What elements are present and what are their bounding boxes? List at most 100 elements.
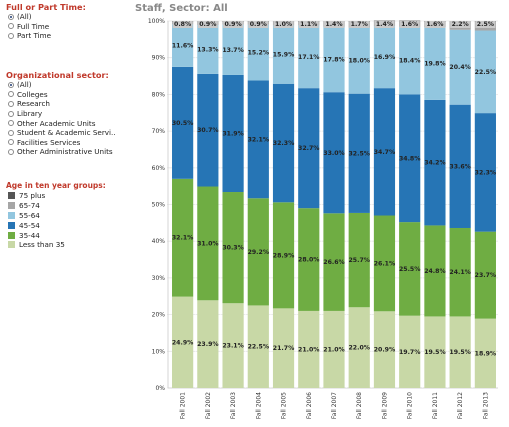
radio-sector-research[interactable]: Research bbox=[8, 99, 116, 109]
bar-segment[interactable] bbox=[449, 104, 471, 228]
radio-label: Part Time bbox=[17, 31, 52, 41]
legend-swatch bbox=[8, 192, 15, 200]
radio-label: (All) bbox=[17, 80, 32, 90]
data-label: 2.2% bbox=[452, 21, 469, 28]
bar-segment[interactable] bbox=[474, 113, 496, 232]
radio-sector-all[interactable]: (All) bbox=[8, 80, 116, 90]
radio-time-part-time[interactable]: Part Time bbox=[8, 31, 51, 41]
bar-segment[interactable] bbox=[298, 208, 320, 311]
radio-sector-colleges[interactable]: Colleges bbox=[8, 90, 116, 100]
bar-segment[interactable] bbox=[449, 227, 471, 317]
data-label: 30.7% bbox=[197, 127, 218, 134]
bar-segment[interactable] bbox=[272, 83, 295, 203]
bar-segment[interactable] bbox=[172, 24, 194, 67]
bar-segment[interactable] bbox=[222, 192, 244, 304]
data-label: 21.7% bbox=[273, 345, 294, 352]
bar-segment[interactable] bbox=[323, 92, 345, 214]
radio-icon bbox=[8, 148, 14, 155]
bar-segment[interactable] bbox=[247, 198, 269, 306]
legend-item-less-than-35[interactable]: Less than 35 bbox=[8, 240, 65, 250]
time-filter-options: (All) Full Time Part Time bbox=[8, 12, 51, 41]
legend-item-45-54[interactable]: 45-54 bbox=[8, 220, 65, 230]
x-tick-label: Fall 2007 bbox=[331, 392, 338, 419]
bar-segment[interactable] bbox=[373, 26, 396, 89]
radio-label: Other Administrative Units bbox=[17, 147, 113, 157]
data-label: 26.1% bbox=[374, 260, 395, 267]
bar-segment[interactable] bbox=[272, 202, 295, 309]
legend-label: 55-64 bbox=[19, 210, 40, 220]
legend-swatch bbox=[8, 211, 15, 219]
bar-segment[interactable] bbox=[424, 99, 446, 226]
bar-segment[interactable] bbox=[298, 88, 320, 209]
bar-segment[interactable] bbox=[323, 310, 345, 388]
bar-segment[interactable] bbox=[424, 316, 446, 388]
radio-icon bbox=[8, 110, 14, 117]
bar-segment[interactable] bbox=[474, 231, 496, 319]
data-label: 0.9% bbox=[224, 21, 241, 28]
bar-segment[interactable] bbox=[323, 213, 345, 311]
bar-segment[interactable] bbox=[348, 307, 370, 388]
bar-segment[interactable] bbox=[399, 94, 421, 223]
bar-segment[interactable] bbox=[474, 318, 496, 388]
legend-swatch bbox=[8, 231, 15, 239]
radio-time-all[interactable]: (All) bbox=[8, 12, 51, 22]
bar-segment[interactable] bbox=[197, 300, 219, 388]
radio-label: (All) bbox=[17, 12, 32, 22]
sector-filter-options: (All) Colleges Research Library Other Ac… bbox=[8, 80, 116, 157]
legend-item-65-74[interactable]: 65-74 bbox=[8, 201, 65, 211]
bar-segment[interactable] bbox=[424, 27, 446, 100]
radio-label: Full Time bbox=[17, 21, 50, 31]
data-label-bg bbox=[374, 21, 395, 28]
data-label: 1.6% bbox=[426, 21, 443, 28]
bar-segment[interactable] bbox=[373, 311, 396, 388]
radio-sector-facilities[interactable]: Facilities Services bbox=[8, 138, 116, 148]
bar-segment[interactable] bbox=[399, 315, 421, 388]
bar-segment[interactable] bbox=[449, 29, 471, 105]
data-label: 25.5% bbox=[399, 266, 420, 273]
radio-selected-icon bbox=[8, 13, 14, 20]
bar-segment[interactable] bbox=[474, 30, 496, 114]
bar-segment[interactable] bbox=[197, 25, 219, 74]
bar-segment[interactable] bbox=[272, 25, 295, 84]
bar-segment[interactable] bbox=[449, 316, 471, 388]
x-tick-label: Fall 2009 bbox=[381, 392, 388, 419]
bar-segment[interactable] bbox=[197, 73, 219, 187]
radio-sector-library[interactable]: Library bbox=[8, 109, 116, 119]
bar-segment[interactable] bbox=[172, 178, 194, 297]
bar-segment[interactable] bbox=[399, 222, 421, 316]
bar-segment[interactable] bbox=[348, 93, 370, 213]
y-tick-label: 70% bbox=[152, 128, 166, 135]
bar-segment[interactable] bbox=[272, 308, 295, 388]
bar-segment[interactable] bbox=[247, 305, 269, 388]
data-label: 23.7% bbox=[475, 272, 496, 279]
radio-sector-other-academic[interactable]: Other Academic Units bbox=[8, 118, 116, 128]
bar-segment[interactable] bbox=[323, 26, 345, 93]
radio-sector-other-admin[interactable]: Other Administrative Units bbox=[8, 147, 116, 157]
bar-segment[interactable] bbox=[298, 310, 320, 388]
radio-time-full-time[interactable]: Full Time bbox=[8, 22, 51, 32]
x-tick-label: Fall 2011 bbox=[432, 392, 439, 419]
bar-segment[interactable] bbox=[399, 26, 421, 95]
bar-segment[interactable] bbox=[298, 25, 320, 89]
bar-segment[interactable] bbox=[373, 215, 396, 312]
legend-item-55-64[interactable]: 55-64 bbox=[8, 211, 65, 221]
legend-item-35-44[interactable]: 35-44 bbox=[8, 230, 65, 240]
data-label-bg bbox=[273, 21, 294, 28]
bar-segment[interactable] bbox=[222, 303, 244, 388]
data-label-bg bbox=[424, 21, 445, 28]
bar-segment[interactable] bbox=[222, 24, 244, 75]
legend-item-75-plus[interactable]: 75 plus bbox=[8, 191, 65, 201]
bar-segment[interactable] bbox=[373, 88, 396, 216]
bar-segment[interactable] bbox=[172, 296, 194, 388]
radio-sector-student-academic[interactable]: Student & Academic Servi.. bbox=[8, 128, 116, 138]
radio-label: Library bbox=[17, 109, 43, 119]
bar-segment[interactable] bbox=[424, 225, 446, 317]
bar-segment[interactable] bbox=[222, 74, 244, 193]
bar-segment[interactable] bbox=[247, 80, 269, 199]
bar-segment[interactable] bbox=[247, 24, 269, 81]
bar-segment[interactable] bbox=[197, 186, 219, 301]
bar-segment[interactable] bbox=[172, 66, 194, 179]
bar-segment[interactable] bbox=[348, 212, 370, 308]
data-label: 33.6% bbox=[449, 163, 470, 170]
bar-segment[interactable] bbox=[348, 27, 370, 94]
